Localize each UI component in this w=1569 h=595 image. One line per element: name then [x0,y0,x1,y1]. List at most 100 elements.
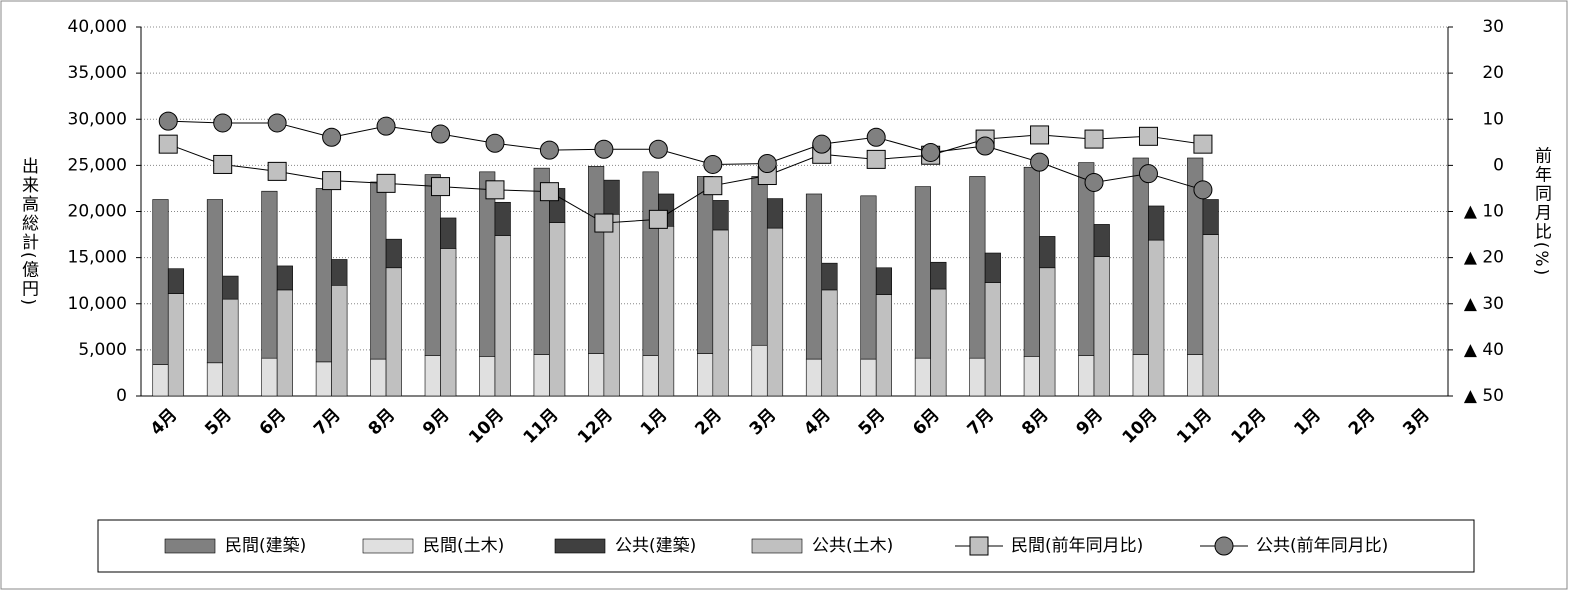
bar [1023,356,1040,397]
legend-swatch [751,538,803,554]
bar [167,293,185,397]
bar [984,282,1001,397]
y-tick-label: 25,000 [68,155,127,175]
line-marker [539,140,559,160]
y-tick-label: 20,000 [68,202,127,222]
bar [588,165,605,354]
bar [875,294,892,397]
legend-label: 公共(土木) [812,536,893,556]
bar [1148,239,1165,397]
line-marker [158,134,178,154]
bar [152,199,169,365]
line-marker [921,142,941,162]
y2-tick-label: ▲ 20 [1464,248,1504,268]
bar [1039,236,1056,269]
y2-tick-label: ▲ 40 [1464,340,1504,360]
bar [930,288,947,397]
bar [222,275,239,300]
bar [276,265,293,291]
bar [766,198,784,229]
line-marker [757,154,777,174]
bar [479,171,496,357]
bar [712,200,729,231]
bar [588,353,605,397]
legend-marker [969,536,989,556]
bar [658,225,675,397]
legend-label: 民間(建築) [225,536,306,556]
bar [969,176,986,359]
bar [914,186,931,359]
bar [385,238,402,269]
line-marker [1193,134,1213,154]
bar [751,344,768,397]
bar [821,289,838,397]
legend-swatch [362,538,414,554]
bar [385,267,402,397]
bar [930,261,947,290]
y-tick-label: 0 [116,386,127,406]
bar [751,176,768,346]
bar [1093,256,1110,397]
line-marker [485,180,505,200]
line-marker [158,111,178,131]
bar [261,190,278,359]
line-marker [703,154,723,174]
line-marker [213,113,233,133]
bar [1187,354,1204,397]
bar [603,213,620,397]
bar [697,176,714,354]
y2-tick-label: 30 [1482,17,1504,37]
y-tick-label: 35,000 [68,63,127,83]
bar [805,193,823,360]
bar [440,248,457,397]
line-marker [648,209,668,229]
line-marker [594,213,614,233]
line-marker [376,173,396,193]
line-marker [594,139,614,159]
line-marker [1030,125,1050,145]
bar [222,298,239,397]
bar [315,188,332,363]
y-tick-label: 40,000 [68,17,127,37]
y2-axis-label: 前年同月比(%) [1531,147,1552,277]
legend-marker [1214,536,1234,556]
bar [331,259,348,286]
bar [805,358,823,397]
line-marker [703,176,723,196]
line-marker [1193,180,1213,200]
legend-frame [97,519,1475,573]
line-marker [1138,164,1158,184]
bar [697,353,714,397]
bar [440,217,457,249]
bar [276,289,293,397]
y2-tick-label: 10 [1482,109,1504,129]
line-marker [431,124,451,144]
line-marker [376,116,396,136]
y-tick-label: 30,000 [68,109,127,129]
bar [766,227,784,397]
bar [206,362,223,397]
line-marker [539,182,559,202]
bar [424,355,441,397]
line-marker [866,149,886,169]
line-marker [267,113,287,133]
line-marker [866,127,886,147]
bar [1093,224,1110,258]
legend-label: 民間(土木) [423,536,504,556]
bar [642,171,659,356]
bar [1132,157,1149,355]
bar [424,174,441,356]
bar [261,357,278,397]
line-marker [648,139,668,159]
bar [1078,355,1095,397]
line-marker [431,177,451,197]
line-marker [322,171,342,191]
line-marker [1084,172,1104,192]
bar [1023,166,1040,357]
legend-swatch [554,538,606,554]
legend-label: 公共(建築) [615,536,696,556]
line-marker [1084,129,1104,149]
bar [479,356,496,397]
line-marker [1030,152,1050,172]
